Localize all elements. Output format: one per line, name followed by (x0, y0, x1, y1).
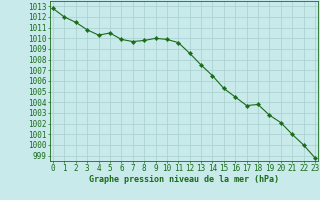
X-axis label: Graphe pression niveau de la mer (hPa): Graphe pression niveau de la mer (hPa) (89, 175, 279, 184)
